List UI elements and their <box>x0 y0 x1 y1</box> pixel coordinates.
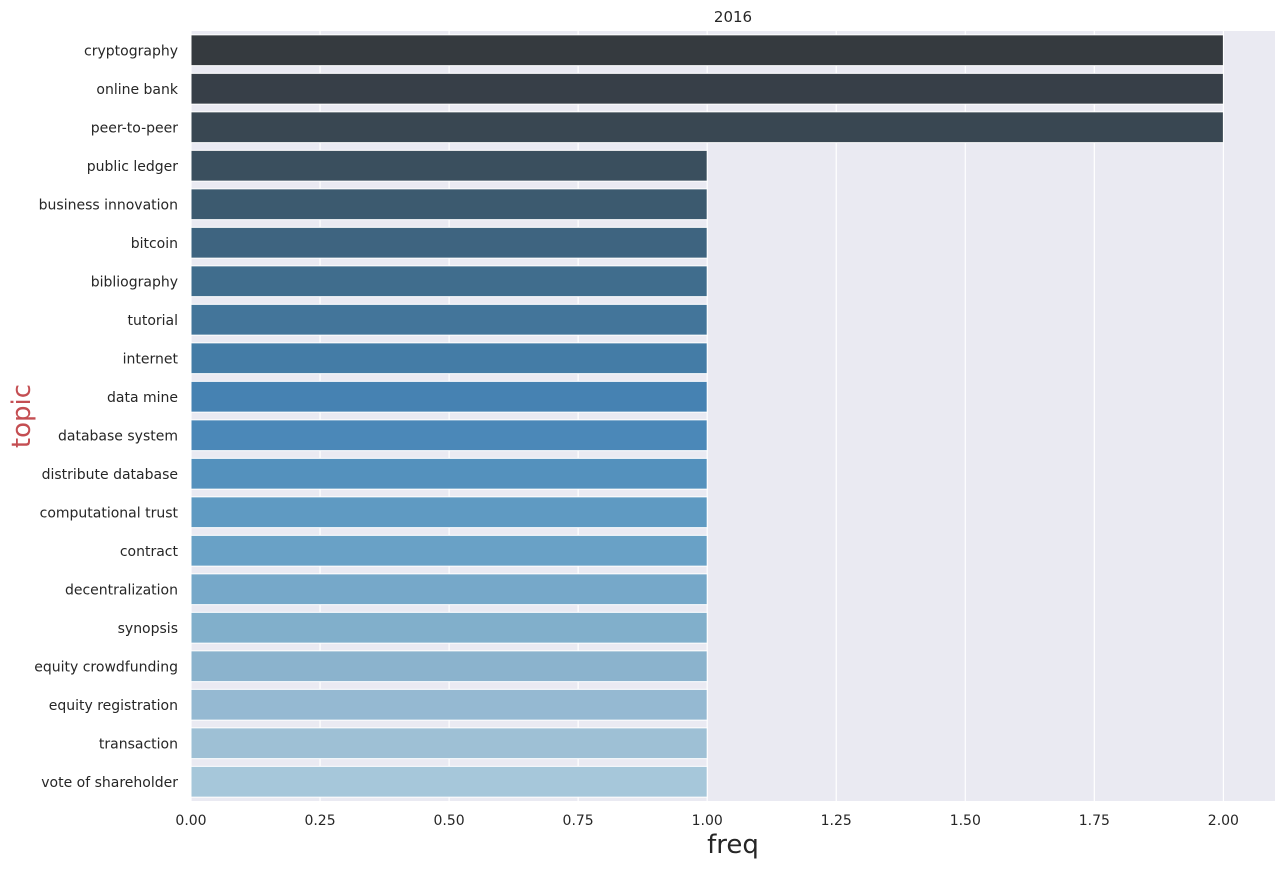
y-tick-label: cryptography <box>84 43 178 59</box>
y-tick-label: distribute database <box>42 467 178 483</box>
bar-computational-trust <box>190 496 708 529</box>
bar-bibliography <box>190 265 708 298</box>
bar-online-bank <box>190 72 1224 105</box>
y-tick-label: data mine <box>107 390 178 406</box>
bar-synopsis <box>190 611 708 644</box>
y-tick-label: computational trust <box>40 505 179 521</box>
y-tick-label: internet <box>123 351 179 367</box>
bar-decentralization <box>190 573 708 606</box>
y-tick-label: bibliography <box>91 274 178 290</box>
bars <box>190 34 1224 798</box>
x-tick-labels: 0.00 0.25 0.50 0.75 1.00 1.25 1.50 1.75 2.00 <box>175 813 1239 829</box>
bar-internet <box>190 342 708 375</box>
bar-equity-crowdfunding <box>190 650 708 683</box>
x-tick-label: 0.00 <box>175 813 206 829</box>
bar-data-mine <box>190 380 708 413</box>
y-tick-label: online bank <box>96 82 178 98</box>
y-tick-label: public ledger <box>87 159 178 175</box>
bar-bitcoin <box>190 226 708 259</box>
x-tick-label: 1.00 <box>692 813 723 829</box>
x-tick-label: 1.50 <box>950 813 981 829</box>
x-tick-label: 1.75 <box>1079 813 1110 829</box>
bar-tutorial <box>190 303 708 336</box>
bar-distribute-database <box>190 457 708 490</box>
y-tick-label: synopsis <box>118 621 178 637</box>
x-tick-label: 0.50 <box>434 813 465 829</box>
bar-contract <box>190 534 708 567</box>
bar-transaction <box>190 727 708 760</box>
y-tick-label: business innovation <box>39 197 178 213</box>
bar-database-system <box>190 419 708 452</box>
y-tick-label: vote of shareholder <box>41 775 178 791</box>
bar-business-innovation <box>190 188 708 221</box>
bar-public-ledger <box>190 149 708 182</box>
y-tick-label: equity registration <box>49 698 178 714</box>
plot-background <box>191 31 1275 801</box>
x-tick-label: 0.25 <box>304 813 335 829</box>
bar-equity-registration <box>190 688 708 721</box>
y-tick-label: decentralization <box>65 582 178 598</box>
x-axis-label: freq <box>707 830 759 860</box>
bar-vote-of-shareholder <box>190 765 708 798</box>
x-tick-label: 1.25 <box>821 813 852 829</box>
y-tick-label: contract <box>120 544 179 560</box>
y-tick-label: transaction <box>99 736 178 752</box>
x-tick-label: 2.00 <box>1208 813 1239 829</box>
y-tick-label: peer-to-peer <box>91 120 179 136</box>
y-tick-labels: cryptography online bank peer-to-peer publi… <box>34 43 179 791</box>
y-tick-label: bitcoin <box>131 236 178 252</box>
bar-cryptography <box>190 34 1224 67</box>
y-tick-label: equity crowdfunding <box>34 659 178 675</box>
bar-peer-to-peer <box>190 111 1224 144</box>
x-tick-label: 0.75 <box>563 813 594 829</box>
y-axis-label: topic <box>7 384 37 448</box>
y-tick-label: database system <box>58 428 178 444</box>
y-tick-label: tutorial <box>127 313 178 329</box>
chart-title: 2016 <box>714 8 752 26</box>
